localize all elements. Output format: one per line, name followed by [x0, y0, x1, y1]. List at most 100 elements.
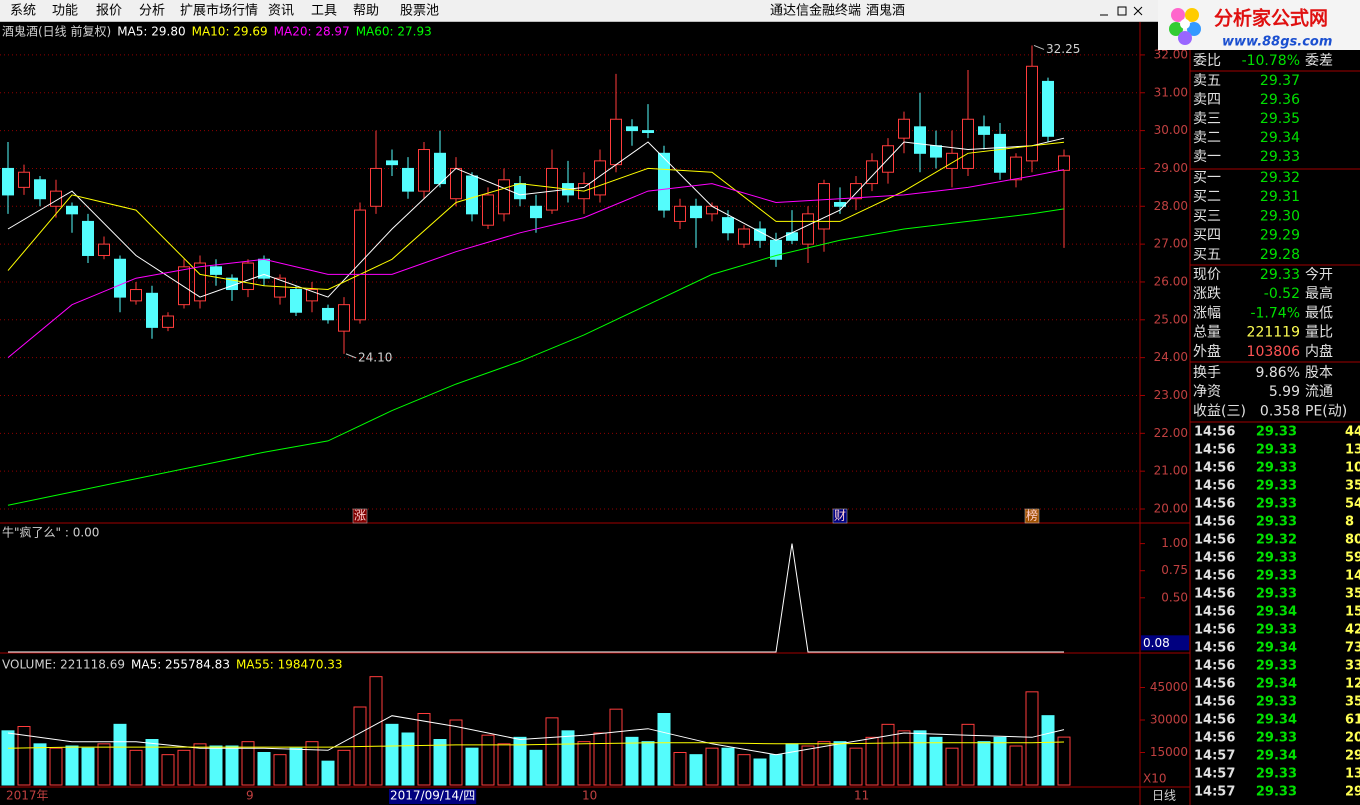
ask-value: 29.37	[1260, 73, 1300, 89]
candle-body	[642, 130, 654, 133]
close[interactable]	[1133, 6, 1143, 16]
legend-entry: MA60: 27.93	[356, 25, 432, 39]
volume-bar	[209, 745, 223, 786]
tick-price: 29.33	[1256, 425, 1297, 440]
logo-title: 分析家公式网	[1214, 7, 1328, 30]
cursor-value: 0.08	[1143, 636, 1170, 650]
candle-body	[146, 292, 158, 328]
volume-bar	[97, 743, 111, 786]
menu-item[interactable]: 股票池	[400, 4, 439, 19]
stat-label2: 流通	[1305, 384, 1333, 400]
candle-body	[610, 118, 622, 166]
stat-label: 收益(三)	[1193, 403, 1246, 419]
tick-price: 29.33	[1256, 569, 1297, 584]
tick-time: 14:56	[1194, 425, 1235, 440]
candle-body	[1010, 156, 1022, 181]
candle-body	[722, 217, 734, 234]
candle-body	[402, 167, 414, 192]
app-title: 通达信金融终端	[770, 3, 861, 19]
volume-bar	[81, 747, 95, 786]
candle-body	[754, 228, 766, 241]
stat-label2: 最低	[1305, 305, 1333, 321]
menu-item[interactable]: 扩展市场行情	[180, 3, 258, 19]
ratio-label: 委比	[1193, 53, 1221, 69]
tick-time: 14:56	[1194, 659, 1235, 674]
y-tick-label: 23.00	[1154, 388, 1188, 402]
chart-area	[0, 22, 1360, 805]
stat-label2: PE(动)	[1305, 403, 1347, 419]
menu-item[interactable]: 分析	[139, 4, 165, 19]
bid-label: 买二	[1193, 189, 1221, 205]
cursor-date-box	[389, 789, 477, 804]
x-tick-label: 2017年	[6, 789, 49, 803]
volume-bar	[881, 723, 895, 786]
ask-value: 29.36	[1260, 92, 1300, 108]
ask-label: 卖二	[1193, 130, 1221, 146]
logo-petal	[1178, 31, 1192, 45]
candle-body	[946, 152, 958, 169]
candle-body	[50, 190, 62, 207]
candle-body	[434, 152, 446, 185]
tick-price: 29.33	[1256, 659, 1297, 674]
menu-item[interactable]: 工具	[311, 4, 337, 19]
x-tick-label: 11	[854, 789, 869, 803]
menu-item[interactable]: 功能	[52, 4, 78, 19]
y-tick-label: 31.00	[1154, 85, 1188, 99]
volume-bar	[529, 749, 543, 786]
stat-value: 29.33	[1260, 267, 1300, 283]
stat-label: 外盘	[1193, 343, 1221, 360]
y-tick-label: 29.00	[1154, 161, 1188, 175]
bid-value: 29.32	[1260, 170, 1300, 186]
maximize[interactable]	[1117, 6, 1127, 16]
volume-bar	[737, 754, 751, 786]
legend-entry: MA10: 29.69	[192, 25, 268, 39]
tick-time: 14:56	[1194, 713, 1235, 728]
volume-bar	[977, 741, 991, 786]
volume-bar	[145, 739, 159, 786]
menu-item[interactable]: 帮助	[353, 4, 379, 19]
candle-body	[530, 205, 542, 219]
stock-title: 酒鬼酒	[866, 3, 905, 19]
candle-body	[482, 194, 494, 226]
bid-value: 29.31	[1260, 189, 1300, 205]
candle-body	[914, 126, 926, 154]
tick-price: 29.33	[1256, 461, 1297, 476]
volume-bar	[497, 743, 511, 786]
volume-bar	[17, 726, 31, 786]
candle-body	[898, 118, 910, 139]
bid-value: 29.28	[1260, 247, 1300, 263]
candle-body	[674, 205, 686, 222]
stat-value: 5.99	[1269, 384, 1300, 400]
tick-time: 14:56	[1194, 497, 1235, 512]
bid-label: 买一	[1193, 170, 1221, 186]
menu-item[interactable]: 报价	[96, 4, 122, 19]
tick-volume: 8	[1345, 515, 1354, 530]
chart-header: VOLUME: 221118.69	[2, 658, 125, 672]
candle-body	[738, 228, 750, 245]
tick-volume: 12	[1345, 677, 1360, 692]
tick-price: 29.34	[1256, 749, 1297, 764]
stat-label2: 最高	[1305, 285, 1333, 302]
tick-volume: 20	[1345, 731, 1360, 746]
logo: 分析家公式网 www.88gs.com	[1158, 0, 1360, 50]
menu-item[interactable]: 系统	[10, 4, 36, 19]
volume-bar	[385, 723, 399, 786]
event-label: 榜	[1026, 508, 1038, 523]
volume-bar	[561, 730, 575, 786]
tick-volume: 29	[1345, 785, 1360, 800]
ask-value: 29.34	[1260, 130, 1300, 146]
window-buttons[interactable]	[1100, 6, 1143, 16]
stat-value: 221119	[1247, 325, 1300, 341]
volume-bar	[689, 754, 703, 786]
ratio-value: -10.78%	[1242, 53, 1300, 69]
event-marker	[352, 508, 368, 524]
tick-price: 29.34	[1256, 713, 1297, 728]
stat-label: 总量	[1193, 325, 1221, 341]
candle-body	[130, 289, 142, 302]
menu-item[interactable]: 资讯	[268, 4, 294, 19]
ma-line	[7, 741, 1065, 749]
volume-bar	[705, 747, 719, 786]
candle-body	[802, 213, 814, 245]
volume-bar	[1041, 715, 1055, 786]
volume-bar	[673, 752, 687, 786]
